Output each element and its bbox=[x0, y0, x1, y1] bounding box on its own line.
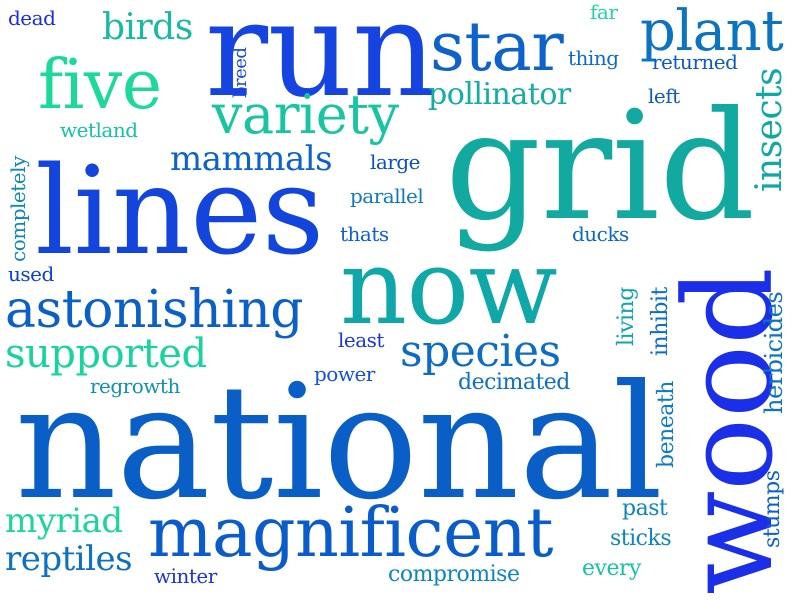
word-large: large bbox=[370, 150, 421, 174]
word-sticks: sticks bbox=[610, 526, 672, 551]
word-lines: lines bbox=[35, 140, 324, 282]
word-grid: grid bbox=[445, 80, 755, 254]
word-pollinator: pollinator bbox=[428, 77, 571, 112]
word-parallel: parallel bbox=[350, 184, 424, 208]
word-run: run bbox=[205, 0, 437, 127]
word-wetland: wetland bbox=[60, 118, 138, 142]
word-variety: variety bbox=[212, 83, 399, 146]
word-returned: returned bbox=[652, 50, 738, 74]
word-dead: dead bbox=[8, 6, 56, 30]
word-myriad: myriad bbox=[5, 501, 123, 541]
word-plant: plant bbox=[640, 0, 784, 64]
word-far: far bbox=[590, 0, 618, 24]
word-birds: birds bbox=[102, 7, 193, 48]
word-reptiles: reptiles bbox=[5, 539, 133, 579]
word-magnificent: magnificent bbox=[148, 494, 553, 573]
word-inhibit: inhibit bbox=[648, 287, 673, 356]
word-stumps: stumps bbox=[760, 470, 785, 548]
word-power: power bbox=[314, 362, 375, 386]
word-compromise: compromise bbox=[388, 562, 520, 587]
word-breed: breed bbox=[230, 47, 251, 98]
word-thats: thats bbox=[340, 222, 389, 246]
word-ducks: ducks bbox=[572, 222, 629, 246]
word-decimated: decimated bbox=[458, 370, 570, 395]
word-species: species bbox=[400, 326, 561, 377]
word-every: every bbox=[582, 556, 641, 581]
word-winter: winter bbox=[154, 564, 217, 588]
word-past: past bbox=[622, 496, 668, 521]
word-left: left bbox=[648, 84, 680, 108]
word-now: now bbox=[340, 226, 558, 348]
word-supported: supported bbox=[5, 331, 207, 377]
word-completely: completely bbox=[6, 156, 30, 262]
word-thing: thing bbox=[568, 46, 619, 70]
word-five: five bbox=[38, 46, 162, 125]
word-regrowth: regrowth bbox=[90, 374, 180, 398]
word-used: used bbox=[8, 262, 54, 286]
word-least: least bbox=[338, 328, 384, 352]
word-astonishing: astonishing bbox=[5, 280, 304, 340]
word-living: living bbox=[614, 287, 639, 346]
word-insects: insects bbox=[749, 67, 790, 192]
word-herbicides: herbicides bbox=[760, 291, 788, 414]
word-star: star bbox=[430, 8, 564, 87]
word-national: national bbox=[15, 351, 663, 535]
word-beneath: beneath bbox=[654, 381, 679, 468]
word-mammals: mammals bbox=[170, 139, 333, 179]
